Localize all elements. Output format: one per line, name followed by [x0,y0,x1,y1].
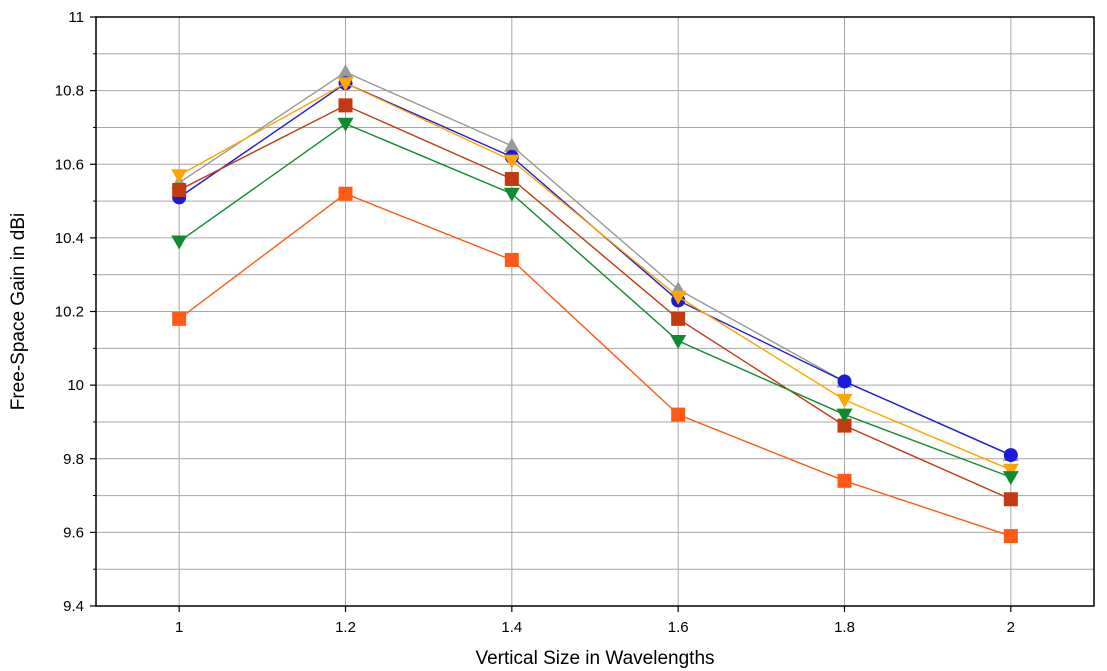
data-point [338,186,353,201]
y-axis-title: Free-Space Gain in dBi [8,213,29,411]
data-point [671,311,686,326]
x-axis-title: Vertical Size in Wavelengths [475,648,714,669]
x-tick-label: 1.2 [335,619,356,636]
data-point [837,418,852,433]
y-tick-label: 10.4 [55,230,84,247]
data-point [337,64,354,79]
series-line [178,82,1012,471]
data-point [671,407,686,422]
x-gridlines [178,17,1012,606]
data-point [172,183,187,198]
data-point [337,77,354,92]
y-gridlines [96,53,1094,570]
data-point [670,290,687,305]
data-point [1003,529,1018,544]
data-point [836,408,853,423]
data-point [338,98,353,113]
data-point [171,169,188,184]
data-point [1002,463,1019,478]
series-line [178,192,1012,537]
series-2 [172,76,1018,463]
series-line [178,71,1012,456]
data-point [337,117,354,132]
series-5 [171,117,1019,486]
y-tick-label: 10 [67,377,84,394]
series-1 [171,64,1019,462]
data-point [1003,448,1018,463]
y-tick-label: 10.2 [55,304,84,321]
series-line [178,104,1012,500]
series-line [178,122,1012,478]
data-point [172,311,187,326]
y-tick-label: 9.6 [63,524,84,541]
data-point [504,171,519,186]
data-point [171,235,188,250]
y-axis-ticks: 9.4 9.6 9.8 10 10.2 10.4 10.6 10.8 11 [55,9,96,615]
x-tick-label: 2 [1007,619,1015,636]
y-tick-label: 9.8 [63,451,84,468]
data-point [837,473,852,488]
data-point [837,374,852,389]
x-tick-label: 1.4 [501,619,522,636]
y-tick-label: 10.8 [55,83,84,100]
x-tick-label: 1.8 [834,619,855,636]
series-4 [172,98,1018,507]
x-axis-ticks: 1 1.2 1.4 1.6 1.8 2 [175,606,1015,636]
data-point [504,252,519,267]
series-layer [171,64,1019,544]
data-point [836,393,853,408]
data-point [503,154,520,169]
data-point [503,187,520,202]
series-line [178,82,1012,456]
data-point [1002,471,1019,486]
y-tick-label: 11 [68,9,84,26]
x-tick-label: 1.6 [668,619,689,636]
data-point [503,137,520,152]
y-tick-label: 9.4 [63,598,84,615]
series-6 [172,186,1018,544]
series-3 [171,77,1019,478]
x-tick-label: 1 [175,619,183,636]
data-point [1003,492,1018,507]
y-tick-label: 10.6 [55,156,84,173]
data-point [670,334,687,349]
